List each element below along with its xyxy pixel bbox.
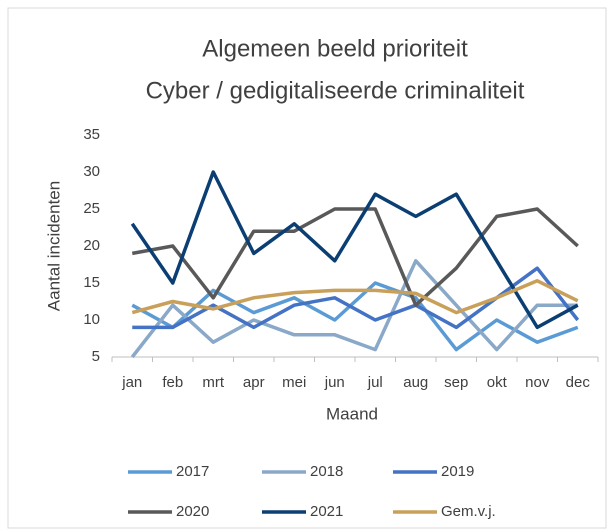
x-tick-label: feb: [162, 374, 183, 391]
y-tick-label: 5: [92, 348, 100, 365]
chart-frame: [7, 7, 607, 529]
x-tick-label: apr: [243, 374, 265, 391]
x-tick-label: mei: [282, 374, 306, 391]
x-tick-label: jan: [121, 374, 142, 391]
legend-label: 2021: [310, 503, 343, 520]
chart-title: Algemeen beeld prioriteit: [202, 35, 468, 62]
x-tick-label: dec: [566, 374, 591, 391]
x-tick-label: aug: [403, 374, 428, 391]
legend-label: 2018: [310, 463, 343, 480]
series-line: [131, 207, 579, 307]
x-tick-label: jul: [367, 374, 383, 391]
series-line: [130, 259, 578, 359]
y-tick-label: 20: [83, 237, 100, 254]
series-line: [131, 279, 579, 315]
y-tick-label: 30: [83, 163, 100, 180]
x-axis-label: Maand: [326, 404, 378, 423]
chart-title: Cyber / gedigitaliseerde criminaliteit: [146, 77, 525, 104]
y-tick-label: 10: [83, 311, 100, 328]
y-tick-label: 25: [83, 200, 100, 217]
y-axis-label: Aantal incidenten: [44, 181, 63, 311]
x-tick-label: okt: [487, 374, 508, 391]
legend-label: 2020: [176, 503, 209, 520]
x-tick-label: sep: [444, 374, 468, 391]
y-tick-label: 15: [83, 274, 100, 291]
legend-label: 2019: [441, 463, 474, 480]
legend-label: Gem.v.j.: [441, 503, 496, 520]
x-tick-label: nov: [525, 374, 550, 391]
series-line: [131, 281, 579, 352]
x-tick-label: jun: [324, 374, 345, 391]
y-tick-label: 35: [83, 126, 100, 143]
x-tick-label: mrt: [202, 374, 224, 391]
series-line: [130, 170, 579, 330]
legend-label: 2017: [176, 463, 209, 480]
